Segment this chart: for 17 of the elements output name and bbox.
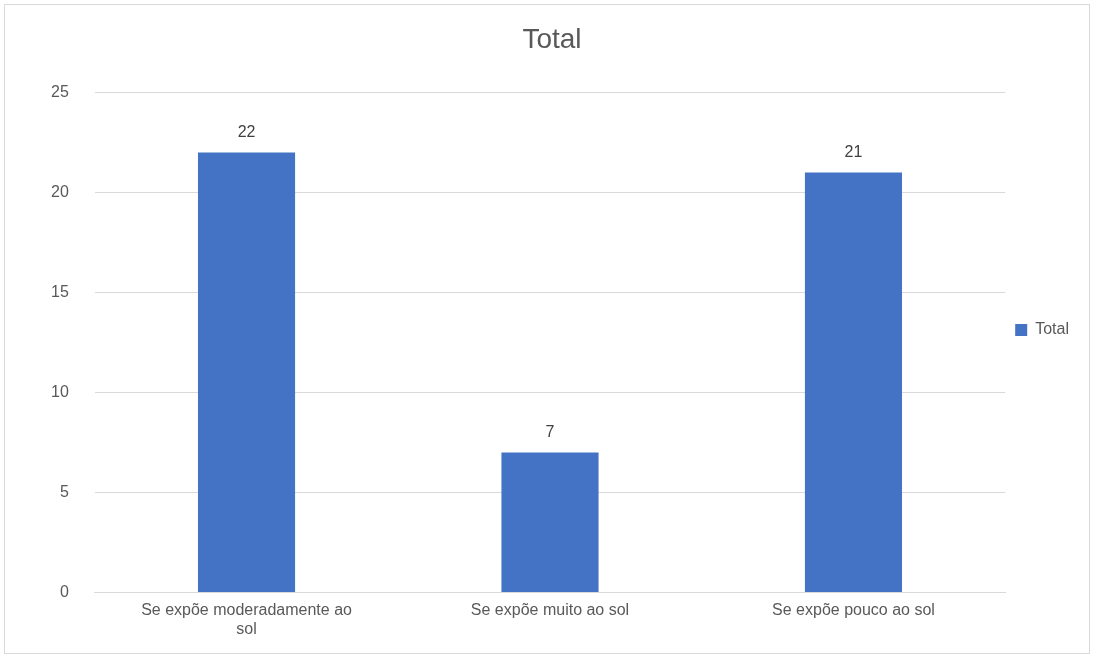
y-tick-label: 20 bbox=[51, 183, 69, 201]
y-tick-label: 0 bbox=[59, 583, 69, 601]
data-label: 22 bbox=[237, 123, 256, 141]
bar bbox=[197, 152, 296, 593]
x-tick-label: Se expõe moderadamente ao sol bbox=[141, 600, 353, 637]
bar bbox=[804, 172, 903, 593]
y-tick-label: 10 bbox=[51, 383, 69, 401]
y-tick-label: 25 bbox=[51, 83, 69, 101]
y-tick-label: 5 bbox=[59, 483, 69, 501]
data-label: 21 bbox=[844, 143, 863, 161]
x-tick-label: Se expõe muito ao sol bbox=[470, 600, 630, 618]
chart-title: Total bbox=[522, 22, 582, 54]
bar bbox=[501, 452, 599, 593]
y-tick-label: 15 bbox=[51, 283, 69, 301]
data-label: 7 bbox=[545, 423, 555, 441]
legend-label: Total bbox=[1035, 320, 1069, 338]
x-tick-label: Se expõe pouco ao sol bbox=[772, 600, 935, 618]
